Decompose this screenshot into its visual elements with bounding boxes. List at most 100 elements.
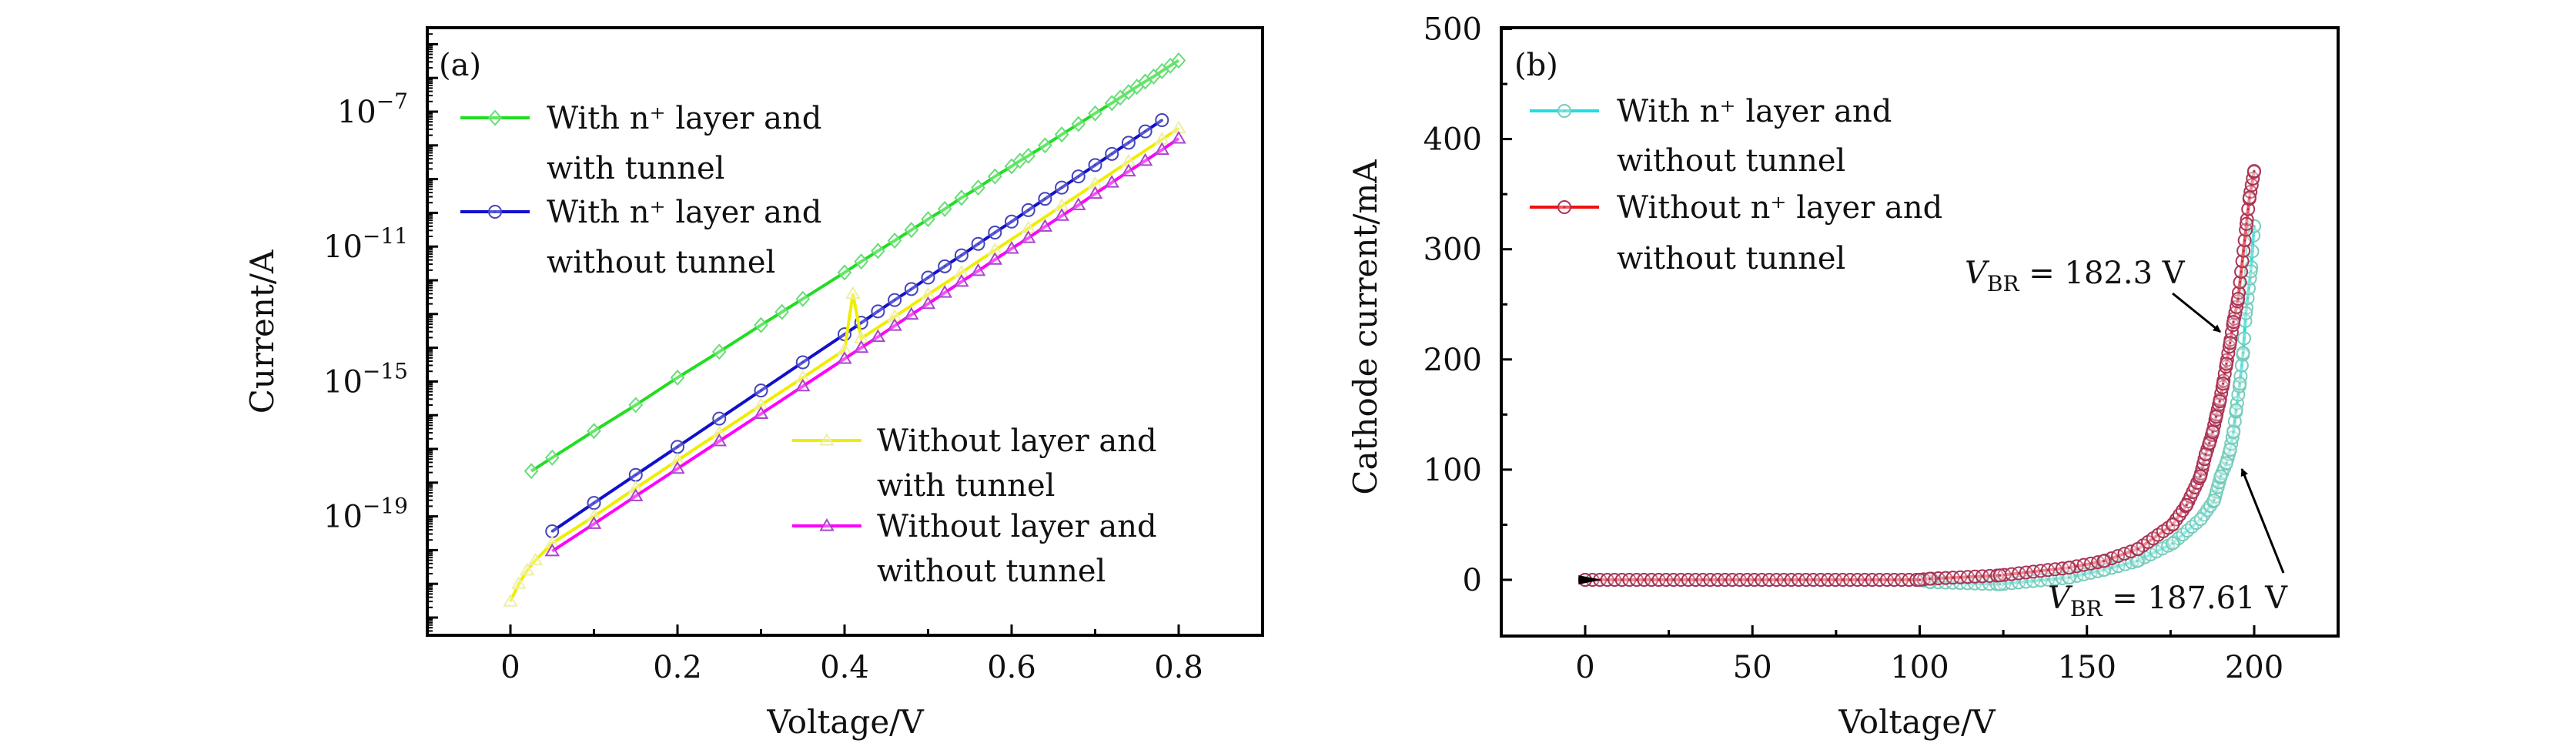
- legend-label: With n⁺ layer and: [547, 195, 821, 230]
- y-tick-label-b: 400: [1423, 122, 1482, 158]
- panel-label-a: (a): [439, 48, 481, 83]
- x-tick-label-a: 0.8: [1154, 650, 1203, 685]
- data-point-dot: [2246, 208, 2250, 211]
- data-point-dot: [1127, 141, 1130, 144]
- legend-label: With n⁺ layer and: [547, 101, 821, 136]
- data-point-dot: [760, 389, 762, 392]
- legend-label: with tunnel: [877, 468, 1055, 504]
- data-point: [774, 303, 789, 320]
- annotation-arrow-icon: [2172, 292, 2221, 333]
- data-point-dot: [2251, 249, 2254, 253]
- data-point-dot: [2241, 259, 2244, 263]
- y-tick-base: 10: [323, 364, 363, 400]
- data-point-dot: [801, 361, 805, 364]
- legend-label: With n⁺ layer and: [1617, 94, 1892, 129]
- x-tick-label-a: 0.4: [820, 650, 869, 685]
- vbr-subscript: BR: [1987, 271, 2020, 296]
- start-arrow-icon: [1578, 575, 1602, 584]
- series-a-3: [544, 130, 1186, 557]
- legend-item-a-2: Without layer and with tunnel: [792, 424, 1157, 504]
- y-tick-label-a: 10−19: [323, 494, 408, 535]
- data-point-dot: [843, 333, 846, 336]
- y-tick-base: 10: [337, 95, 376, 130]
- data-point-dot: [2244, 312, 2247, 315]
- data-point-dot: [2185, 504, 2188, 507]
- vbr-annotation-1: VBR = 187.61 V: [2048, 468, 2288, 621]
- data-point-dot: [2232, 320, 2235, 323]
- data-point-dot: [2246, 296, 2249, 300]
- data-point-dot: [2232, 430, 2235, 434]
- data-point: [587, 423, 601, 440]
- legend-item-b-0: With n⁺ layer and without tunnel: [1530, 94, 1892, 179]
- legend-label: Without layer and: [877, 509, 1157, 544]
- chart-a-frame: [426, 26, 1264, 637]
- data-point-dot: [860, 321, 863, 324]
- data-point-dot: [2243, 320, 2246, 323]
- data-point: [1071, 197, 1086, 210]
- series-line: [1585, 170, 2256, 581]
- data-point: [1054, 126, 1069, 143]
- legend-item-b-1: Without n⁺ layer and without tunnel: [1530, 190, 1942, 276]
- data-point: [711, 343, 727, 360]
- data-point-dot: [2102, 560, 2105, 563]
- y-tick-label-a: 10−11: [323, 223, 408, 265]
- data-point: [845, 286, 861, 300]
- data-point-dot: [2171, 542, 2174, 545]
- data-point-dot: [960, 254, 963, 257]
- data-point: [586, 508, 602, 522]
- data-point-dot: [2229, 448, 2232, 451]
- y-tick-exponent: −15: [363, 358, 408, 383]
- data-point-dot: [2246, 218, 2249, 221]
- data-point: [1004, 240, 1019, 254]
- data-point-dot: [893, 299, 896, 302]
- data-point: [887, 232, 902, 249]
- data-point: [795, 370, 811, 383]
- vbr-annotation-0: VBR = 182.3 V: [1965, 256, 2221, 333]
- y-tick-label-b: 500: [1423, 12, 1482, 48]
- data-point: [754, 316, 768, 333]
- data-point-dot: [2208, 442, 2211, 445]
- data-point-dot: [1999, 583, 2002, 586]
- data-point-dot: [2238, 385, 2241, 388]
- data-point-dot: [2220, 474, 2223, 477]
- data-point-dot: [2229, 341, 2232, 344]
- data-point-dot: [1043, 197, 1046, 200]
- x-tick-label-a: 0.6: [987, 650, 1036, 685]
- data-point-dot: [1027, 209, 1030, 212]
- data-point: [711, 433, 727, 447]
- data-point: [1137, 152, 1153, 166]
- data-point: [937, 200, 952, 217]
- x-axis-title-a: Voltage/V: [766, 703, 924, 741]
- legend-marker: [819, 518, 835, 531]
- x-axis-title-b: Voltage/V: [1838, 703, 1996, 741]
- legend-marker: [819, 433, 835, 446]
- data-point-dot: [593, 501, 595, 504]
- data-point: [1088, 105, 1102, 122]
- y-tick-label-a: 10−15: [323, 358, 408, 400]
- data-point-dot: [2242, 351, 2245, 354]
- data-point: [1071, 116, 1086, 132]
- legend-item-a-1: With n⁺ layer and without tunnel: [460, 195, 821, 280]
- data-point: [1154, 142, 1170, 156]
- data-point-dot: [2243, 239, 2246, 242]
- data-point: [544, 449, 560, 466]
- data-point-dot: [2233, 420, 2236, 423]
- chart-b-ticks: 0 50 100 150 200 0 100 200 300 400 500: [1423, 12, 2284, 686]
- legend-label: Without n⁺ layer and: [1617, 190, 1942, 226]
- data-point-dot: [2252, 234, 2255, 237]
- data-point: [837, 350, 852, 364]
- data-point: [519, 562, 535, 576]
- data-point-dot: [634, 474, 637, 477]
- data-point-dot: [2236, 297, 2240, 300]
- data-point: [954, 189, 969, 206]
- series-a-0: [524, 52, 1186, 480]
- y-tick-label-a: 10−7: [337, 89, 408, 130]
- data-point-dot: [977, 243, 980, 246]
- x-tick-label-a: 0: [500, 650, 520, 685]
- data-point-dot: [2250, 266, 2253, 269]
- data-point: [854, 253, 869, 270]
- data-point: [711, 425, 727, 438]
- data-point-dot: [2239, 281, 2242, 284]
- data-point: [1020, 230, 1036, 243]
